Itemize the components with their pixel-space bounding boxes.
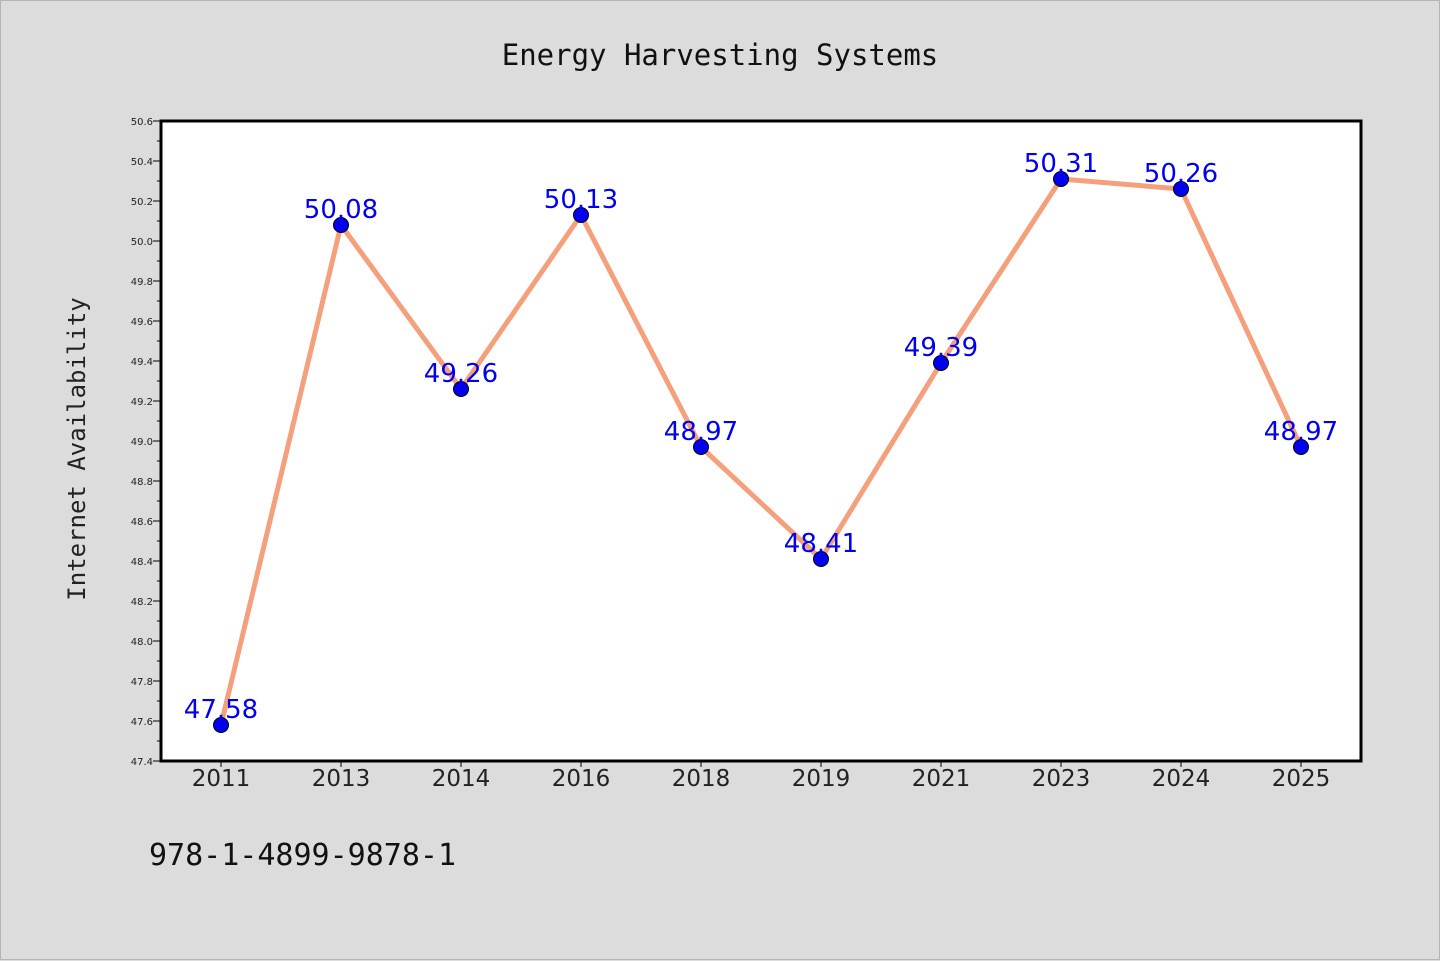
y-tick-label: 49.0	[131, 437, 153, 448]
x-tick-label: 2023	[1032, 766, 1091, 792]
x-tick-label: 2019	[792, 766, 851, 792]
x-tick-label: 2021	[912, 766, 971, 792]
data-label: 49.26	[424, 359, 498, 389]
plot-border	[159, 119, 1363, 763]
x-tick-label: 2024	[1152, 766, 1211, 792]
y-tick-label: 48.8	[131, 477, 153, 488]
x-tick-label: 2025	[1272, 766, 1331, 792]
y-tick-label: 49.2	[131, 397, 153, 408]
y-tick-label: 48.6	[131, 517, 153, 528]
x-tick-label: 2018	[672, 766, 731, 792]
data-point-marker	[453, 381, 469, 397]
data-label: 49.39	[904, 333, 978, 363]
data-point-marker	[333, 217, 349, 233]
y-tick-label: 47.4	[131, 757, 153, 768]
data-point-marker	[213, 717, 229, 733]
data-point-marker	[1053, 171, 1069, 187]
x-axis-ticks: 2011 2013 2014 2016 2018 2019 2021 2023 2024 2025	[192, 761, 1331, 792]
series-line-group	[218, 176, 1304, 728]
y-tick-label: 47.8	[131, 677, 153, 688]
data-label: 50.08	[304, 195, 378, 225]
data-label: 50.31	[1024, 149, 1098, 179]
y-tick-label: 50.6	[131, 117, 153, 128]
plot-area	[161, 121, 1361, 761]
data-labels-group: 47.58 50.08 49.26 50.13 48.97 48.41 49.39 50.31…	[184, 149, 1338, 725]
series-line	[218, 176, 1304, 728]
chart-title: Energy Harvesting Systems	[502, 38, 939, 72]
series-markers-group	[213, 171, 1309, 733]
x-tick-label: 2011	[192, 766, 251, 792]
data-point-marker	[1293, 439, 1309, 455]
y-tick-label: 50.2	[131, 197, 153, 208]
y-tick-label: 48.2	[131, 597, 153, 608]
data-point-marker	[693, 439, 709, 455]
data-point-marker	[1173, 181, 1189, 197]
y-axis-ticks: 47.4 47.6 47.8 48.0 48.2 48.4 48.6 48.8 49.0 49.2…	[131, 117, 161, 768]
y-tick-label: 50.0	[131, 237, 153, 248]
y-tick-label: 47.6	[131, 717, 153, 728]
data-label: 50.13	[544, 185, 618, 215]
data-point-marker	[933, 355, 949, 371]
y-axis-label: Internet Availability	[63, 297, 91, 600]
data-label: 50.26	[1144, 159, 1218, 189]
y-tick-label: 49.8	[131, 277, 153, 288]
data-label: 47.58	[184, 695, 258, 725]
footer-code: 978-1-4899-9878-1	[149, 838, 456, 873]
data-point-marker	[813, 551, 829, 567]
x-tick-label: 2013	[312, 766, 371, 792]
x-tick-label: 2014	[432, 766, 491, 792]
x-tick-label: 2016	[552, 766, 611, 792]
data-label: 48.41	[784, 529, 858, 559]
data-point-marker	[573, 207, 589, 223]
data-label: 48.97	[1264, 417, 1338, 447]
data-label: 48.97	[664, 417, 738, 447]
y-tick-label: 49.6	[131, 317, 153, 328]
y-tick-label: 48.0	[131, 637, 153, 648]
y-tick-label: 49.4	[131, 357, 153, 368]
y-tick-label: 50.4	[131, 157, 153, 168]
y-tick-label: 48.4	[131, 557, 153, 568]
